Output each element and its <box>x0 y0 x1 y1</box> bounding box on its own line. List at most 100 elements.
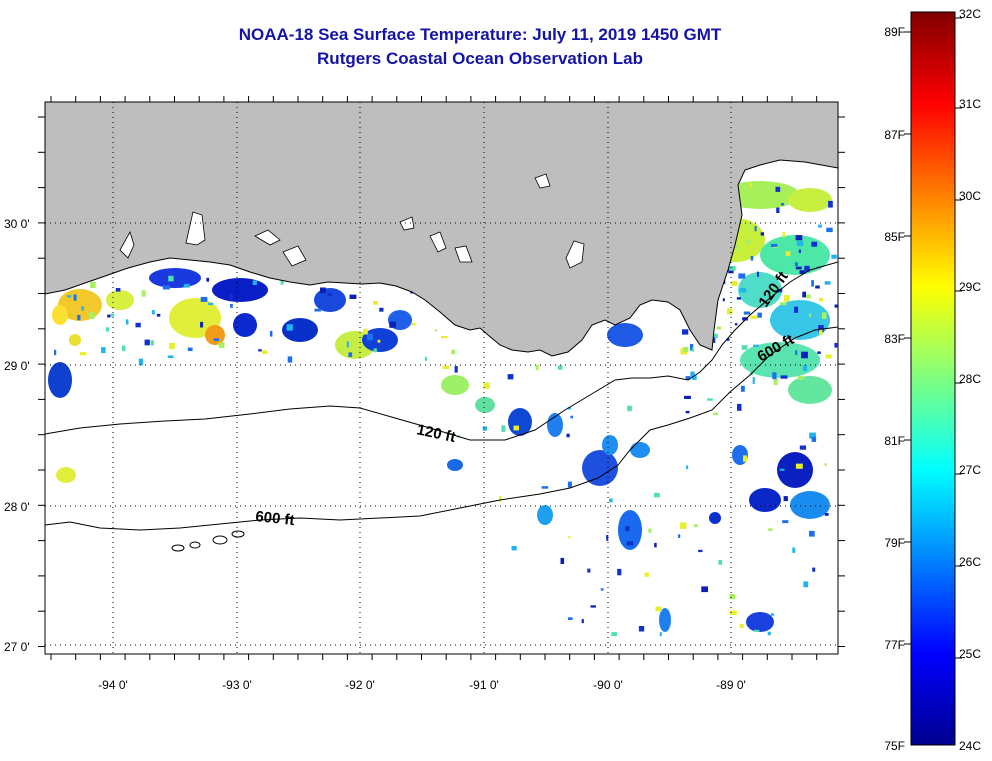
c-label-24: 24C <box>959 739 981 753</box>
sst-speckle <box>794 306 799 313</box>
sst-speckle <box>802 291 806 298</box>
depth-contours <box>45 261 838 552</box>
sst-speckle <box>824 281 831 285</box>
sst-speckle <box>454 366 458 373</box>
sst-speckle <box>742 317 748 321</box>
sst-speckle <box>801 351 808 359</box>
sst-patch <box>441 375 469 395</box>
sst-speckle <box>88 312 95 319</box>
sst-speckle <box>712 333 718 339</box>
sst-speckle <box>230 304 233 308</box>
sst-speckle <box>451 349 456 355</box>
sst-speckle <box>363 328 368 335</box>
sst-patch <box>447 459 463 471</box>
sst-speckle <box>434 329 438 332</box>
sst-speckle <box>567 481 572 488</box>
sst-speckle <box>718 560 723 565</box>
sst-speckle <box>795 463 803 469</box>
sst-speckle <box>794 262 798 266</box>
sst-speckle <box>442 365 450 369</box>
sst-speckle <box>792 547 796 553</box>
sst-speckle <box>79 352 87 356</box>
sst-speckle <box>691 347 694 352</box>
sst-speckle <box>686 465 689 469</box>
sst-speckle <box>684 395 691 399</box>
sst-speckle <box>834 342 838 348</box>
f-label-75: 75F <box>884 739 905 753</box>
sst-patch <box>602 435 618 455</box>
sst-speckle <box>683 346 689 352</box>
sst-speckle <box>826 227 833 233</box>
sst-speckle <box>411 322 416 326</box>
sst-speckle <box>587 568 591 573</box>
sst-speckle <box>366 333 373 341</box>
sst-speckle <box>777 288 783 293</box>
sst-speckle <box>803 581 809 588</box>
sst-speckle <box>568 536 571 539</box>
sst-speckle <box>105 327 110 332</box>
sst-speckle <box>567 407 571 410</box>
sst-patch <box>282 318 318 342</box>
sst-speckle <box>654 492 660 498</box>
sst-speckle <box>757 271 759 277</box>
lon-label-89: -89 0' <box>716 678 746 692</box>
sst-speckle <box>799 270 806 274</box>
map-subtitle: Rutgers Coastal Ocean Observation Lab <box>317 49 643 68</box>
sst-speckle <box>346 341 349 348</box>
sst-speckle <box>795 235 803 241</box>
sst-speckle <box>287 356 293 363</box>
sst-speckle <box>770 243 778 247</box>
sst-speckle <box>644 572 649 577</box>
colorbar-ticks <box>904 17 962 659</box>
sst-speckle <box>501 425 506 432</box>
sst-speckle <box>269 330 273 337</box>
lon-label-94: -94 0' <box>98 678 128 692</box>
c-label-30: 30C <box>959 189 981 203</box>
sst-speckle <box>513 425 519 431</box>
sst-speckle <box>782 231 785 238</box>
sst-patches <box>48 175 838 637</box>
sst-speckle <box>690 371 695 378</box>
sst-speckle <box>809 432 816 439</box>
sst-speckle <box>824 513 829 516</box>
sst-patch <box>69 334 81 346</box>
lat-label-29: 29 0' <box>4 359 30 373</box>
sst-speckle <box>567 617 573 620</box>
sst-speckle <box>811 436 817 442</box>
sst-speckle <box>713 412 718 416</box>
sst-speckle <box>680 522 687 529</box>
sst-speckle <box>771 287 777 294</box>
sst-speckle <box>208 302 214 306</box>
sst-speckle <box>558 365 563 370</box>
sst-speckle <box>743 455 748 462</box>
sst-speckle <box>797 375 804 380</box>
sst-speckle <box>229 293 233 300</box>
sst-speckle <box>570 415 573 419</box>
sst-speckle <box>625 526 630 531</box>
sst-speckle <box>348 352 353 357</box>
lat-label-27: 27 0' <box>4 640 30 654</box>
sst-speckle <box>824 463 827 466</box>
sst-speckle <box>815 285 820 289</box>
sst-speckle <box>162 285 170 290</box>
sst-speckle <box>794 361 802 367</box>
sst-speckle <box>750 315 758 319</box>
c-label-32: 32C <box>959 7 981 21</box>
sst-speckle <box>818 224 822 228</box>
sst-patch <box>630 442 650 458</box>
sst-patch <box>233 313 257 337</box>
sst-speckle <box>739 624 744 628</box>
sst-speckle <box>750 256 754 261</box>
sst-speckle <box>812 567 816 572</box>
sst-speckle <box>258 349 262 352</box>
sst-speckle <box>685 376 691 380</box>
sst-speckle <box>752 377 755 384</box>
sst-speckle <box>767 631 771 636</box>
sst-speckle <box>66 295 72 298</box>
sst-speckle <box>758 185 763 192</box>
sst-speckle <box>200 296 208 302</box>
f-label-89: 89F <box>884 25 905 39</box>
sst-speckle <box>373 348 377 353</box>
sst-speckle <box>144 339 150 346</box>
sst-speckle <box>825 354 832 359</box>
